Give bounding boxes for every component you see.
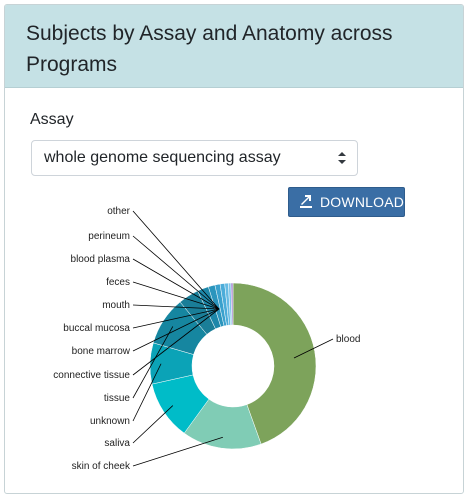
leader-line-feces — [132, 281, 220, 310]
slice-label-unknown: unknown — [90, 416, 130, 427]
slice-label-bone-marrow: bone marrow — [72, 346, 131, 357]
leader-line-unknown — [132, 363, 162, 422]
leader-line-buccal-mucosa — [132, 308, 220, 329]
leader-line-connective-tissue — [132, 308, 220, 376]
slice-label-tissue: tissue — [104, 393, 131, 404]
slice-label-feces: feces — [106, 277, 130, 288]
leader-line-other — [132, 210, 220, 310]
card-title: Subjects by Assay and Anatomy across Pro… — [26, 22, 393, 76]
download-icon — [300, 195, 312, 208]
slice-label-skin-of-cheek: skin of cheek — [72, 461, 131, 472]
assay-select[interactable]: whole genome sequencing assay — [31, 140, 358, 176]
slice-blood[interactable] — [232, 282, 317, 445]
slice-label-connective-tissue: connective tissue — [53, 370, 130, 381]
slice-label-mouth: mouth — [102, 300, 130, 311]
slice-label-other: other — [107, 206, 130, 217]
slice-label-blood-plasma: blood plasma — [71, 254, 131, 265]
leader-line-perineum — [132, 235, 220, 310]
download-label: DOWNLOAD — [320, 194, 405, 210]
slice-label-blood: blood — [336, 334, 360, 345]
leader-line-blood-plasma — [132, 258, 220, 310]
leader-line-mouth — [132, 304, 220, 310]
slice-label-perineum: perineum — [88, 231, 130, 242]
leader-line-tissue — [132, 326, 174, 399]
slice-label-buccal-mucosa: buccal mucosa — [63, 323, 130, 334]
download-button[interactable]: DOWNLOAD — [288, 187, 405, 217]
select-arrows-icon — [338, 152, 346, 164]
assay-select-value: whole genome sequencing assay — [44, 149, 281, 166]
assay-label: Assay — [30, 111, 74, 128]
leader-line-bone-marrow — [132, 308, 220, 352]
leader-line-saliva — [132, 405, 174, 444]
slice-label-saliva: saliva — [104, 438, 130, 449]
leader-line-skin-of-cheek — [132, 436, 223, 467]
slice-other[interactable] — [230, 282, 234, 326]
leader-line-blood — [293, 338, 334, 359]
card-header: Subjects by Assay and Anatomy across Pro… — [5, 5, 463, 88]
